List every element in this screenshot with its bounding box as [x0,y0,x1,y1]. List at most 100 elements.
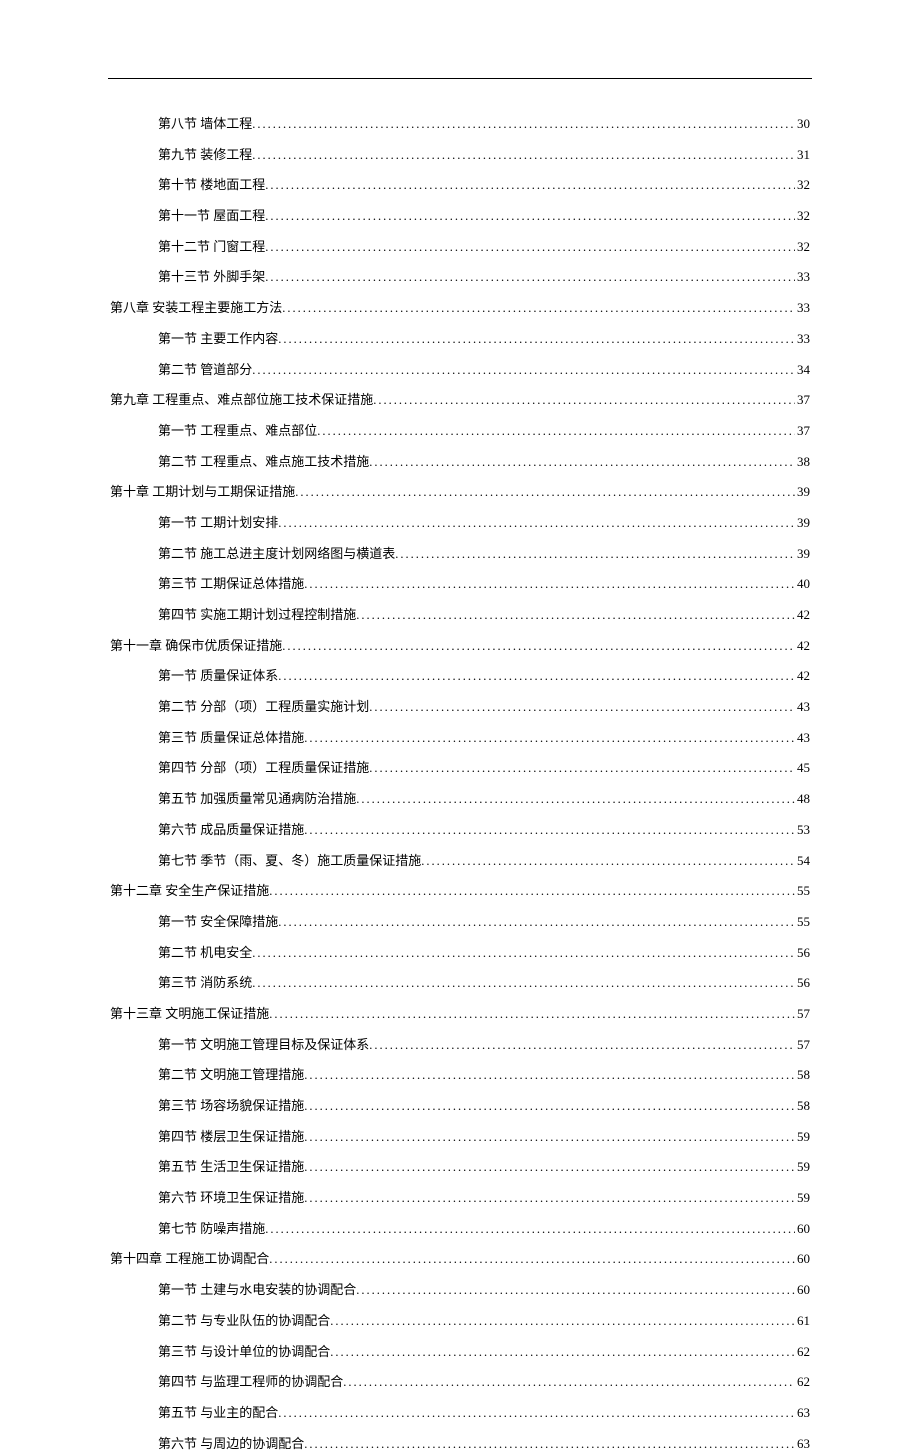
toc-entry-page: 32 [795,207,810,225]
toc-entry-title: 第二节 机电安全 [158,944,252,962]
toc-entry-page: 37 [795,422,810,440]
toc-entry-page: 39 [795,483,810,501]
toc-entry-title: 第十三章 文明施工保证措施 [110,1005,269,1023]
toc-entry-title: 第十三节 外脚手架 [158,268,265,286]
toc-entry-title: 第五节 生活卫生保证措施 [158,1158,304,1176]
toc-entry: 第九节 装修工程 31 [110,146,810,165]
toc-entry-page: 37 [795,391,810,409]
toc-dots-leader [278,1405,795,1423]
toc-entry: 第一节 主要工作内容33 [110,330,810,349]
toc-dots-leader [304,1436,795,1453]
toc-entry-page: 57 [795,1005,810,1023]
toc-entry: 第五节 与业主的配合63 [110,1404,810,1423]
toc-entry-title: 第六节 环境卫生保证措施 [158,1189,304,1207]
toc-entry: 第十二章 安全生产保证措施 55 [110,882,810,901]
toc-entry-title: 第十一节 屋面工程 [158,207,265,225]
toc-entry: 第三节 场容场貌保证措施58 [110,1097,810,1116]
toc-entry: 第六节 成品质量保证措施53 [110,821,810,840]
toc-entry-page: 53 [795,821,810,839]
toc-entry-title: 第五节 加强质量常见通病防治措施 [158,790,356,808]
toc-entry-title: 第二节 文明施工管理措施 [158,1066,304,1084]
page-top-border [108,78,812,79]
toc-dots-leader [356,791,795,809]
toc-entry: 第八章 安装工程主要施工方法 33 [110,299,810,318]
toc-entry-page: 39 [795,514,810,532]
toc-entry-title: 第二节 管道部分 [158,361,252,379]
toc-entry: 第四节 实施工期计划过程控制措施 42 [110,606,810,625]
toc-entry: 第一节 工程重点、难点部位 37 [110,422,810,441]
toc-entry-title: 第九节 装修工程 [158,146,252,164]
toc-entry: 第一节 土建与水电安装的协调配合60 [110,1281,810,1300]
toc-dots-leader [343,1374,795,1392]
toc-entry-title: 第三节 场容场貌保证措施 [158,1097,304,1115]
toc-entry-page: 42 [795,606,810,624]
toc-entry: 第十三章 文明施工保证措施 57 [110,1005,810,1024]
toc-dots-leader [265,208,795,226]
toc-entry-page: 43 [795,729,810,747]
toc-dots-leader [278,914,795,932]
toc-entry: 第十一节 屋面工程 32 [110,207,810,226]
toc-entry-page: 39 [795,545,810,563]
toc-entry: 第一节 文明施工管理目标及保证体系57 [110,1036,810,1055]
toc-dots-leader [269,1006,795,1024]
toc-entry-page: 60 [795,1281,810,1299]
toc-entry: 第九章 工程重点、难点部位施工技术保证措施37 [110,391,810,410]
toc-entry-page: 59 [795,1189,810,1207]
toc-entry-page: 54 [795,852,810,870]
toc-dots-leader [356,1282,795,1300]
toc-entry: 第二节 分部（项）工程质量实施计划43 [110,698,810,717]
toc-entry-title: 第十一章 确保市优质保证措施 [110,637,282,655]
toc-entry-page: 38 [795,453,810,471]
toc-dots-leader [252,362,795,380]
toc-entry-page: 32 [795,176,810,194]
toc-entry-page: 55 [795,913,810,931]
toc-entry: 第十节 楼地面工程32 [110,176,810,195]
toc-dots-leader [252,945,795,963]
toc-dots-leader [278,331,795,349]
toc-entry-title: 第十章 工期计划与工期保证措施 [110,483,295,501]
toc-dots-leader [265,269,795,287]
toc-entry-page: 33 [795,299,810,317]
toc-entry-title: 第七节 防噪声措施 [158,1220,265,1238]
toc-entry: 第三节 与设计单位的协调配合62 [110,1343,810,1362]
toc-entry: 第四节 楼层卫生保证措施59 [110,1128,810,1147]
toc-entry-page: 33 [795,330,810,348]
toc-entry-title: 第一节 工程重点、难点部位 [158,422,317,440]
toc-entry-page: 59 [795,1128,810,1146]
toc-entry: 第三节 质量保证总体措施 43 [110,729,810,748]
toc-entry-title: 第八章 安装工程主要施工方法 [110,299,282,317]
table-of-contents: 第八节 墙体工程30第九节 装修工程31第十节 楼地面工程32第十一节 屋面工程… [110,80,810,1453]
toc-dots-leader [369,454,795,472]
toc-entry-title: 第二节 与专业队伍的协调配合 [158,1312,330,1330]
toc-dots-leader [265,239,795,257]
toc-entry-page: 55 [795,882,810,900]
toc-entry-page: 62 [795,1373,810,1391]
toc-entry-page: 30 [795,115,810,133]
toc-entry: 第二节 管道部分34 [110,361,810,380]
toc-entry-page: 32 [795,238,810,256]
toc-entry-page: 42 [795,667,810,685]
toc-entry-title: 第三节 质量保证总体措施 [158,729,304,747]
toc-entry: 第四节 与监理工程师的协调配合62 [110,1373,810,1392]
toc-dots-leader [304,822,795,840]
toc-entry-title: 第四节 实施工期计划过程控制措施 [158,606,356,624]
toc-entry-page: 33 [795,268,810,286]
toc-entry: 第一节 安全保障措施 55 [110,913,810,932]
toc-entry-page: 58 [795,1066,810,1084]
toc-entry: 第二节 与专业队伍的协调配合61 [110,1312,810,1331]
toc-dots-leader [330,1313,795,1331]
toc-entry-page: 59 [795,1158,810,1176]
toc-dots-leader [395,546,795,564]
toc-entry-page: 31 [795,146,810,164]
toc-entry-title: 第一节 安全保障措施 [158,913,278,931]
toc-dots-leader [269,883,795,901]
toc-entry-title: 第十二章 安全生产保证措施 [110,882,269,900]
toc-dots-leader [304,1098,795,1116]
toc-entry-title: 第二节 施工总进主度计划网络图与横道表 [158,545,395,563]
toc-dots-leader [282,300,795,318]
toc-entry: 第四节 分部（项）工程质量保证措施45 [110,759,810,778]
toc-dots-leader [304,576,795,594]
toc-entry: 第十四章 工程施工协调配合60 [110,1250,810,1269]
toc-entry: 第七节 防噪声措施60 [110,1220,810,1239]
toc-entry: 第一节 工期计划安排39 [110,514,810,533]
